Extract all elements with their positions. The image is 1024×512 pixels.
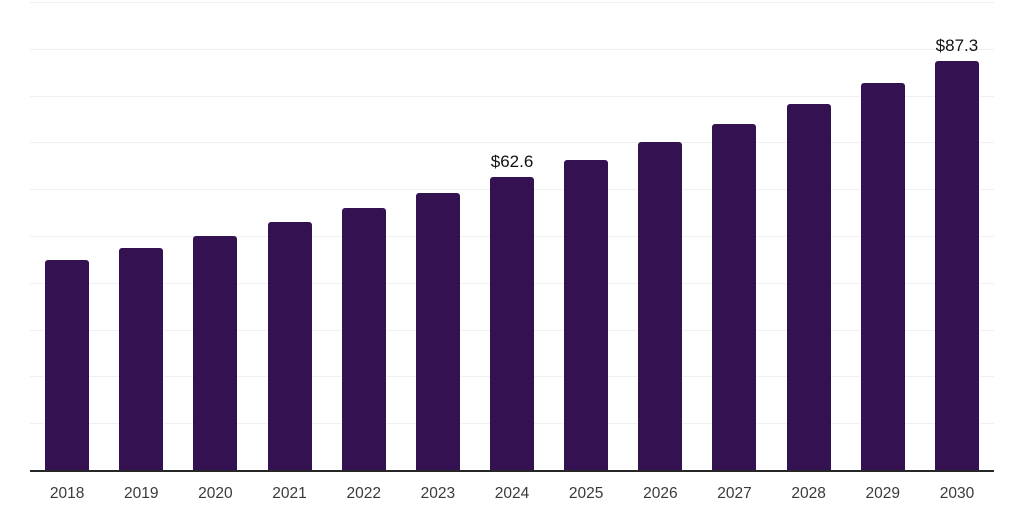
bar-2026 [638, 142, 683, 470]
gridline-100 [30, 2, 994, 3]
bar-2029 [860, 83, 905, 470]
bar-slot-2020 [178, 2, 252, 470]
gridline-70 [30, 142, 994, 144]
bar-slot-2025 [549, 2, 623, 470]
x-tick-2026: 2026 [643, 485, 678, 502]
x-tick-2019: 2019 [123, 485, 159, 502]
bar-slot-2018 [30, 2, 104, 470]
bar-slot-2021 [252, 2, 326, 470]
bar-2022 [341, 207, 386, 470]
x-tick-2020: 2020 [198, 485, 233, 502]
x-tick-2025: 2025 [568, 485, 604, 502]
x-tick-2030: 2030 [939, 485, 975, 502]
bar-slot-2028 [772, 2, 846, 470]
bar-slot-2024: $62.6 [475, 2, 549, 470]
x-axis-line [30, 470, 994, 472]
bar-slot-2026 [623, 2, 697, 470]
x-tick-2021: 2021 [272, 485, 307, 502]
bar-2025 [564, 160, 609, 470]
bar-slot-2027 [697, 2, 771, 470]
gridline-90 [30, 48, 994, 50]
x-tick-2027: 2027 [717, 485, 752, 502]
bar-2019 [119, 248, 164, 470]
plot-area: $62.6 $87.3 [30, 2, 994, 470]
bar-2020 [193, 235, 238, 470]
bar-slot-2019 [104, 2, 178, 470]
data-label-2024: $62.6 [490, 152, 534, 172]
gridline-80 [30, 95, 994, 97]
bars-container: $62.6 $87.3 [30, 2, 994, 470]
x-tick-2023: 2023 [420, 485, 456, 502]
bar-slot-2029 [846, 2, 920, 470]
x-tick-2022: 2022 [346, 485, 381, 502]
bar-2028 [786, 104, 831, 470]
x-tick-2028: 2028 [791, 485, 826, 502]
bar-2027 [712, 123, 757, 470]
bar-slot-2023 [401, 2, 475, 470]
data-label-2030: $87.3 [935, 36, 979, 56]
x-tick-2029: 2029 [865, 485, 901, 502]
x-axis-tick-labels: 2018 2019 2020 2021 2022 2023 2024 2025 2026 2027… [30, 484, 994, 503]
x-tick-2024: 2024 [494, 485, 530, 502]
bar-slot-2030: $87.3 [920, 2, 994, 470]
x-tick-2018: 2018 [49, 485, 85, 502]
bar-2024: $62.6 [490, 152, 535, 470]
bar-2023 [415, 192, 460, 470]
bar-2018 [45, 259, 90, 470]
bar-2021 [267, 221, 312, 470]
bar-slot-2022 [327, 2, 401, 470]
bar-2030: $87.3 [934, 36, 979, 470]
